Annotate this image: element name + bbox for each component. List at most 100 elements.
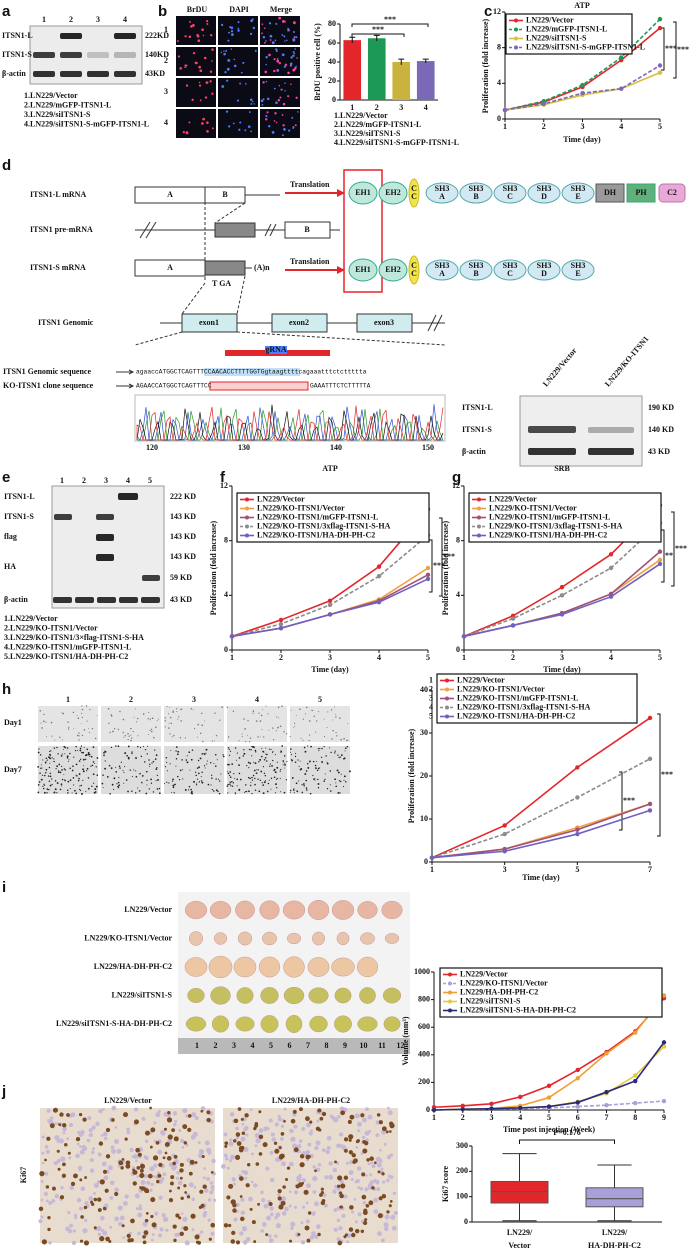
band-label: ITSN1-S (2, 50, 32, 59)
cell (117, 1205, 123, 1211)
cell (195, 61, 198, 65)
cell (184, 1240, 190, 1246)
cell (73, 728, 75, 730)
cell (184, 1191, 187, 1194)
cell (330, 751, 332, 754)
cell (334, 778, 337, 781)
cell (204, 720, 206, 722)
cell (199, 69, 203, 73)
blot-band (60, 52, 82, 58)
cell (75, 1153, 80, 1159)
tumor (359, 987, 376, 1004)
cell (377, 1231, 382, 1237)
cell (360, 1152, 364, 1156)
cell (138, 1206, 142, 1211)
cell (307, 766, 310, 769)
domain-label: SH3 (503, 261, 518, 270)
break-mark (139, 221, 277, 239)
cell (79, 749, 82, 752)
cell (337, 754, 339, 756)
cell (338, 1191, 343, 1195)
significance-bracket (351, 23, 429, 27)
cell (278, 84, 281, 87)
cell (261, 782, 263, 784)
cell (45, 768, 48, 771)
cell (117, 728, 120, 731)
cell (255, 751, 257, 753)
cell (46, 792, 48, 794)
cell (210, 1171, 214, 1174)
tumor (185, 1016, 207, 1032)
cell (176, 708, 178, 710)
lane-label: 4 (126, 476, 130, 485)
cell (203, 56, 207, 60)
cell (171, 736, 173, 738)
legend-marker (445, 705, 449, 710)
cell (273, 58, 276, 61)
cell (275, 783, 277, 786)
cell (86, 748, 89, 751)
cell (81, 734, 84, 737)
cell (139, 1172, 145, 1179)
cell (217, 778, 220, 780)
cell (179, 67, 183, 70)
cell (51, 778, 53, 780)
cell (171, 1128, 176, 1133)
cell (238, 740, 240, 742)
cell (164, 1151, 168, 1155)
cell (97, 1208, 102, 1212)
cell (147, 1173, 153, 1179)
cell (263, 42, 266, 44)
cell (293, 1205, 298, 1209)
cell (295, 96, 298, 99)
significance-bracket (439, 517, 443, 597)
cell (92, 1147, 96, 1151)
cell (279, 770, 281, 772)
significance-bracket (673, 21, 677, 79)
cell (126, 1233, 131, 1238)
cell (101, 1181, 104, 1185)
cell (274, 1157, 280, 1162)
cell (215, 778, 217, 780)
cell (45, 757, 48, 760)
cell (203, 753, 206, 756)
cell (274, 771, 277, 774)
cell (64, 753, 66, 755)
cell (175, 1176, 180, 1180)
cell (148, 759, 150, 761)
cell (226, 785, 228, 787)
cell (339, 717, 341, 719)
cell (336, 1237, 341, 1242)
cell (259, 779, 262, 782)
cell (317, 778, 319, 781)
cell (338, 1226, 343, 1231)
cell (369, 1173, 373, 1177)
point (608, 594, 614, 599)
cell (100, 1215, 105, 1221)
x-tick-label: 1 (462, 653, 466, 662)
cell (321, 1148, 326, 1153)
cell (185, 1114, 189, 1118)
ruler-label: 8 (325, 1041, 329, 1050)
cell (315, 1224, 321, 1229)
cell (113, 727, 116, 730)
cell (209, 1181, 214, 1185)
significance: *** (384, 15, 396, 24)
x-tick-label: HA-DH-PH-C2 (588, 1241, 641, 1249)
cell (127, 757, 130, 760)
cell (43, 791, 46, 794)
point (489, 1101, 494, 1106)
cell (225, 1157, 229, 1161)
cell (202, 1213, 207, 1218)
cell (201, 122, 204, 125)
cell (229, 771, 232, 773)
cell (290, 56, 293, 59)
cell (263, 736, 265, 738)
cell (164, 726, 166, 728)
x-tick-label: 5 (575, 865, 579, 874)
cell (87, 753, 90, 756)
cell (170, 750, 172, 752)
cell (378, 1120, 383, 1125)
exon-label: B (222, 190, 228, 199)
legend-line: 1.LN229/Vector (24, 91, 78, 100)
